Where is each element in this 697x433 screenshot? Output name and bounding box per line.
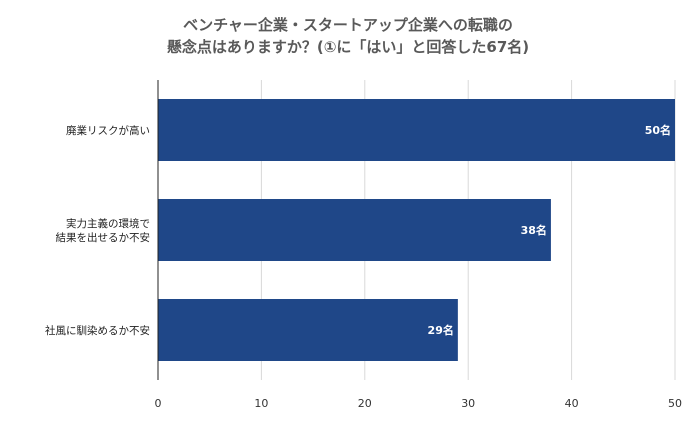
chart-title: ベンチャー企業・スタートアップ企業への転職の懸念点はありますか？(①に「はい」と…: [167, 16, 529, 56]
x-tick-label: 30: [461, 397, 475, 410]
category-label: 結果を出せるか不安: [56, 231, 151, 244]
x-tick-label: 20: [358, 397, 372, 410]
category-label: 廃業リスクが高い: [66, 124, 150, 137]
bar: [158, 199, 551, 261]
bar: [158, 99, 675, 161]
bar: [158, 299, 458, 361]
data-label: 38名: [521, 223, 547, 237]
data-label: 50名: [645, 123, 671, 137]
category-label: 社風に馴染めるか不安: [45, 324, 150, 337]
chart-title-line: 懸念点はありますか？(①に「はい」と回答した67名): [167, 38, 529, 56]
data-label: 29名: [428, 323, 454, 337]
x-tick-label: 50: [668, 397, 682, 410]
x-tick-label: 10: [254, 397, 268, 410]
chart-title-line: ベンチャー企業・スタートアップ企業への転職の: [183, 16, 513, 34]
x-tick-label: 0: [155, 397, 162, 410]
category-label: 実力主義の環境で: [66, 217, 150, 230]
x-tick-label: 40: [565, 397, 579, 410]
bars: [158, 99, 675, 361]
